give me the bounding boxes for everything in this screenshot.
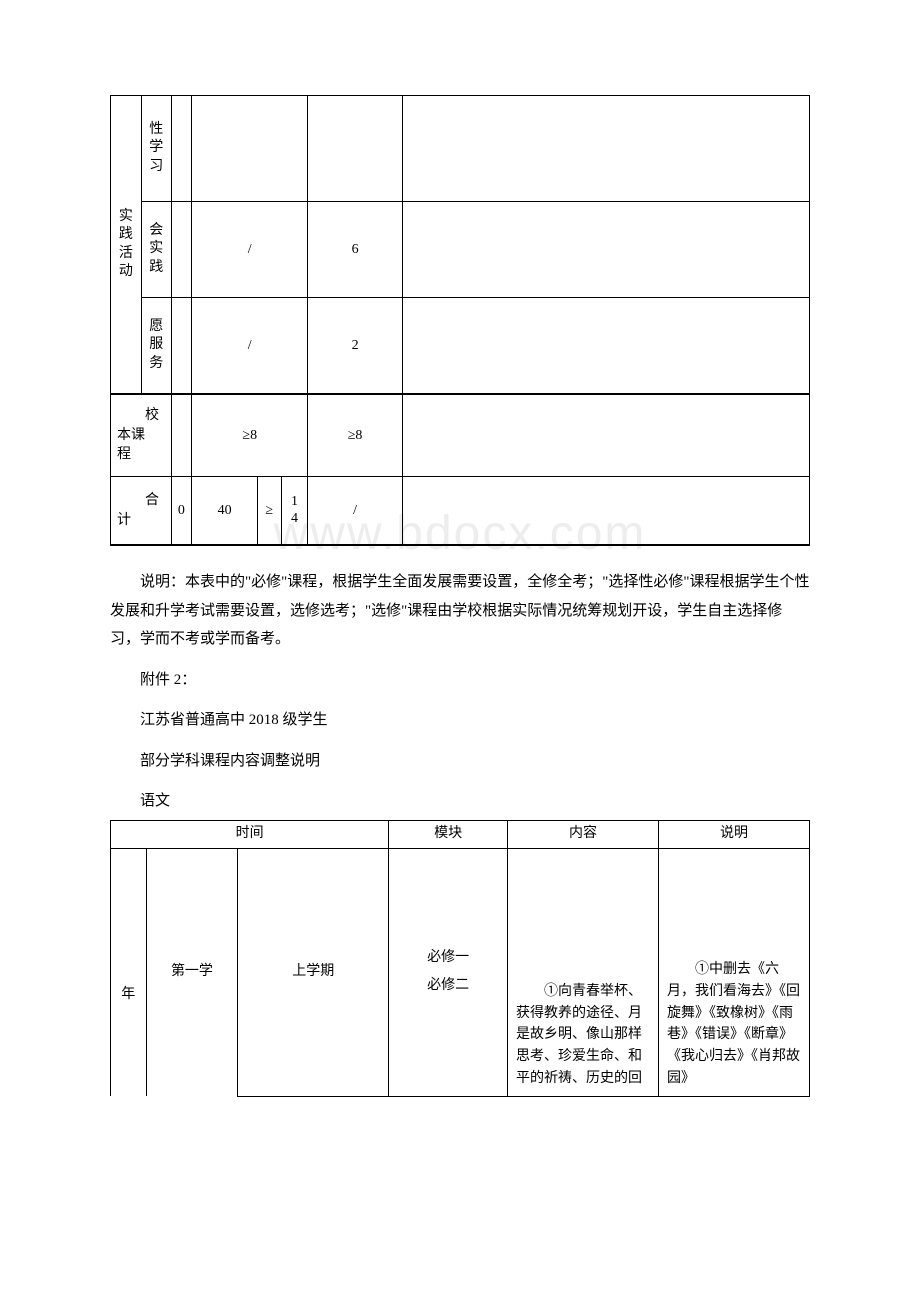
slash-cell: / — [192, 298, 308, 394]
cell-empty — [402, 477, 809, 545]
cell-empty — [402, 96, 809, 202]
header-module: 模块 — [389, 820, 508, 848]
slash-cell: / — [308, 477, 403, 545]
content-cell: ①向青春举杯、获得教养的途径、月是故乡明、像山那样思考、珍爱生命、和平的祈祷、历… — [507, 848, 658, 1096]
cell-empty — [402, 298, 809, 394]
cell-empty — [402, 202, 809, 298]
header-time: 时间 — [111, 820, 389, 848]
cell-empty — [171, 202, 192, 298]
explanation-paragraph: 说明：本表中的"必修"课程，根据学生全面发展需要设置，全修全考；"选择性必修"课… — [110, 568, 810, 654]
social-practice-label: 会实践 — [141, 202, 171, 298]
geq8-cell: ≥8 — [192, 395, 308, 477]
total-label: 合计 — [111, 477, 172, 545]
cell-empty — [171, 298, 192, 394]
zero-cell: 0 — [171, 477, 192, 545]
practice-activity-label: 实践活动 — [111, 96, 142, 394]
year-cell: 年 — [111, 848, 147, 1096]
cell-empty — [171, 395, 192, 477]
study-label: 性学习 — [141, 96, 171, 202]
appendix-label: 附件 2： — [110, 666, 810, 695]
geq8-cell: ≥8 — [308, 395, 403, 477]
semester-cell: 第一学 — [146, 848, 238, 1096]
geq-cell: ≥ — [257, 477, 281, 545]
header-content: 内容 — [507, 820, 658, 848]
title-line-2: 部分学科课程内容调整说明 — [110, 747, 810, 776]
slash-cell: / — [192, 202, 308, 298]
volunteer-label: 愿服务 — [141, 298, 171, 394]
fourteen-cell: 14 — [281, 477, 308, 545]
note-cell: ①中删去《六月，我们看海去》《回旋舞》《致橡树》《雨巷》《错误》《断章》《我心归… — [658, 848, 809, 1096]
subject-label: 语文 — [110, 787, 810, 816]
term-cell: 上学期 — [238, 848, 389, 1096]
cell-empty — [192, 96, 308, 202]
curriculum-summary-table: 实践活动 性学习 会实践 / 6 愿服务 / 2 校本课程 — [110, 95, 810, 546]
module-cell: 必修一 必修二 — [389, 848, 508, 1096]
volunteer-value: 2 — [308, 298, 403, 394]
school-course-label: 校本课程 — [111, 395, 172, 477]
cell-empty — [308, 96, 403, 202]
cell-empty — [171, 96, 192, 202]
title-line-1: 江苏省普通高中 2018 级学生 — [110, 706, 810, 735]
cell-empty — [402, 395, 809, 477]
header-note: 说明 — [658, 820, 809, 848]
social-value: 6 — [308, 202, 403, 298]
forty-cell: 40 — [192, 477, 258, 545]
subject-content-table: 时间 模块 内容 说明 年 第一学 上学期 必修一 必修二 ①向青春举杯、获得教… — [110, 820, 810, 1097]
